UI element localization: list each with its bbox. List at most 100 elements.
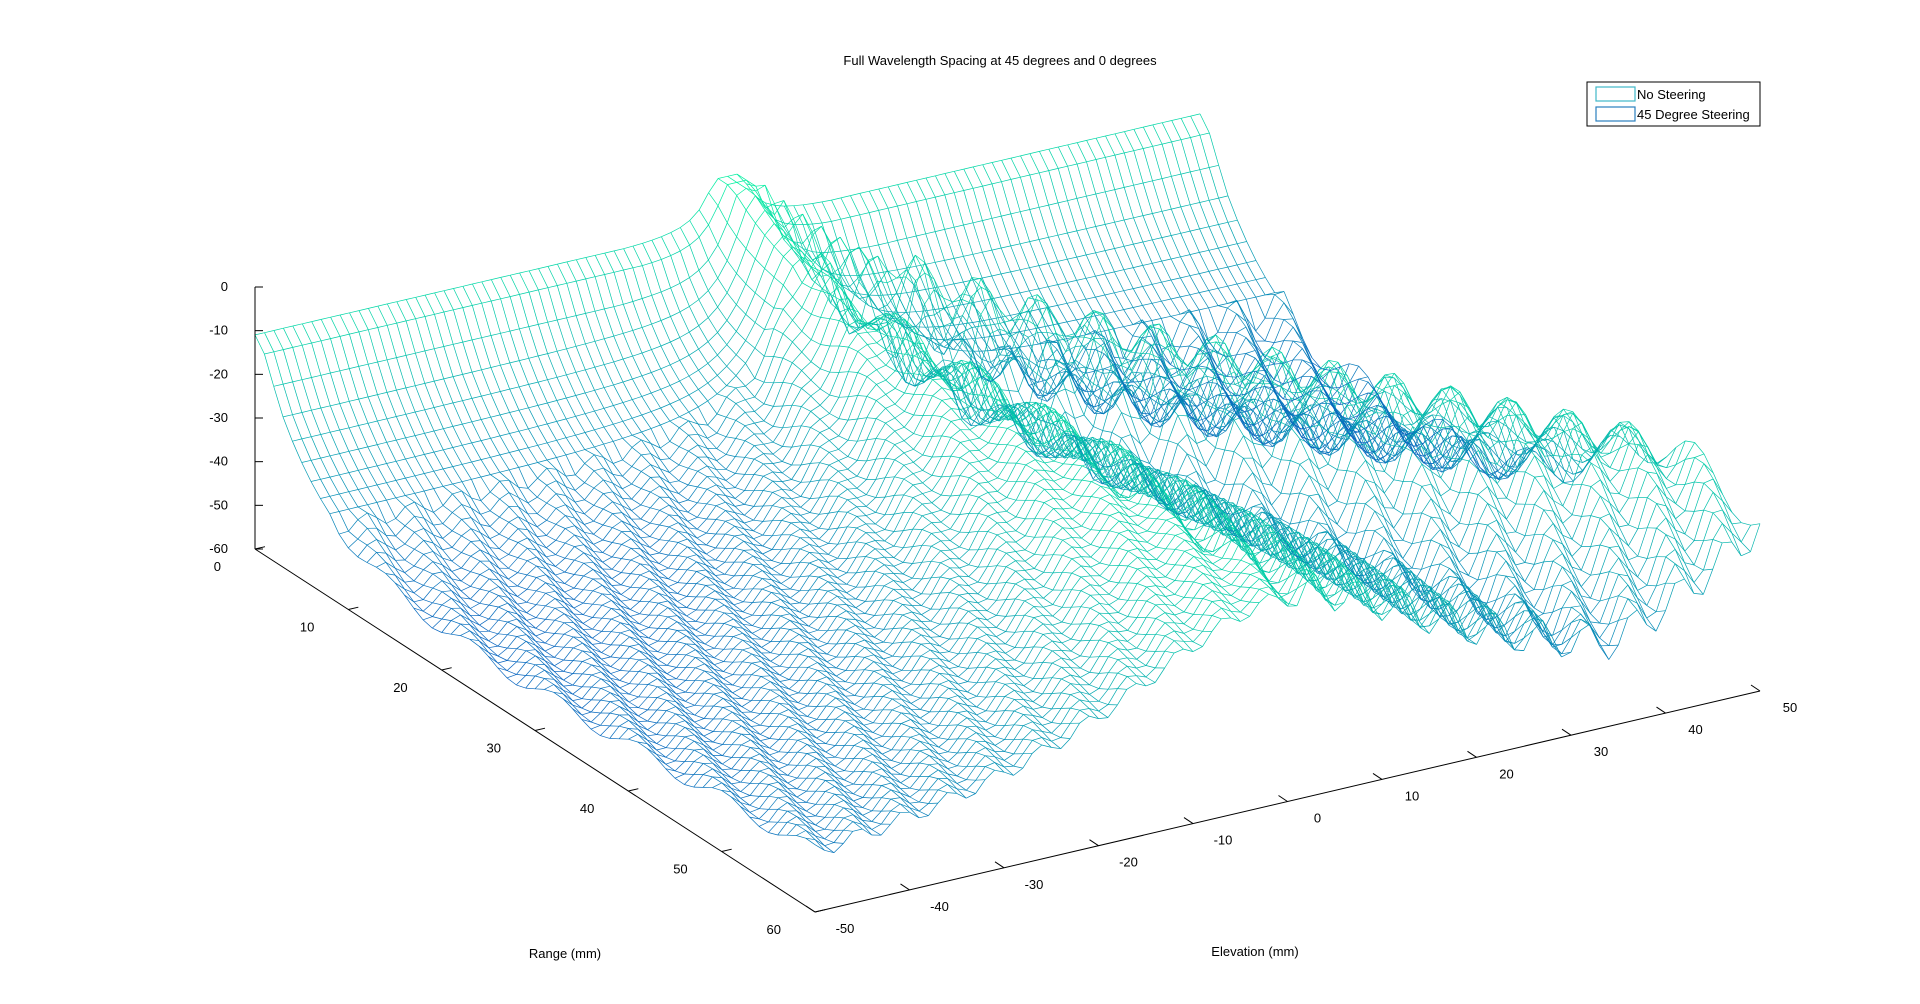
mesh-segment [698,317,709,326]
mesh-segment [538,321,548,325]
mesh-segment [452,423,463,427]
mesh-segment [509,360,520,364]
mesh-segment [952,293,963,303]
mesh-segment [499,479,510,482]
mesh-segment [471,459,482,463]
mesh-segment [453,307,463,311]
mesh-segment [311,340,322,344]
mesh-segment [745,378,756,387]
mesh-segment [897,292,907,295]
mesh-segment [556,397,567,401]
mesh-segment [1029,309,1039,312]
mesh-segment [773,308,784,329]
mesh-segment [943,337,954,342]
mesh-segment [746,188,756,192]
mesh-segment [1190,169,1200,173]
mesh-segment [888,205,898,209]
mesh-segment [509,386,520,390]
mesh-segment [367,465,378,469]
mesh-segment [547,319,558,323]
mesh-segment [613,381,624,386]
mesh-segment [527,547,537,551]
mesh-segment [935,194,945,198]
mesh-segment [632,298,643,302]
mesh-segment [584,454,595,464]
mesh-segment [481,279,492,283]
mesh-segment [716,396,727,415]
mesh-segment [1209,197,1219,201]
mesh-segment [831,197,841,201]
mesh-segment [640,507,651,520]
mesh-segment [924,272,935,315]
mesh-segment [1264,363,1275,367]
mesh-segment [819,372,831,390]
mesh-segment [404,531,415,545]
mesh-segment [931,521,942,523]
mesh-segment [811,269,822,280]
mesh-segment [490,391,501,395]
mesh-segment [442,564,452,572]
mesh-segment [557,317,567,321]
mesh-segment [404,565,415,573]
mesh-segment [546,493,557,504]
mesh-segment [754,356,765,379]
mesh-segment [840,195,851,199]
mesh-segment [1047,323,1058,327]
mesh-segment [471,476,481,480]
mesh-segment [349,366,359,369]
mesh-segment [376,539,387,546]
mesh-segment [339,450,349,454]
mesh-segment [1039,204,1049,208]
mesh-segment [585,366,595,371]
mesh-segment [404,580,415,583]
mesh-segment [660,287,671,293]
mesh-segment [725,438,736,455]
mesh-segment [603,479,613,484]
mesh-segment [680,220,690,228]
mesh-segment [991,215,1002,219]
mesh-segment [593,539,604,545]
mesh-segment [585,254,596,258]
mesh-segment [1237,241,1247,245]
mesh-segment [471,440,482,444]
mesh-segment [283,325,293,329]
mesh-segment [604,335,614,340]
mesh-segment [850,193,860,196]
mesh-segment [508,542,519,555]
mesh-segment [1037,339,1049,362]
mesh-segment [536,520,547,528]
mesh-segment [943,359,953,362]
mesh-segment [1038,286,1049,290]
mesh-segment [1123,335,1134,359]
mesh-segment [546,457,557,461]
mesh-segment [934,307,945,310]
mesh-segment [603,457,614,464]
mesh-segment [960,418,970,420]
mesh-segment [367,484,378,488]
mesh-segment [764,185,775,204]
mesh-segment [628,706,639,709]
mesh-segment [839,267,851,287]
mesh-segment [338,530,349,535]
mesh-segment [811,252,822,268]
mesh-segment [744,445,755,458]
mesh-segment [406,318,416,322]
mesh-segment [1114,269,1124,273]
mesh-segment [357,504,368,508]
mesh-segment [594,308,605,312]
mesh-segment [395,567,405,574]
mesh-segment [612,520,623,528]
mesh-segment [660,385,671,390]
mesh-segment [583,538,594,545]
mesh-segment [1113,356,1124,359]
mesh-segment [1170,313,1181,317]
mesh-segment [858,276,869,297]
mesh-segment [754,403,765,412]
mesh-segment [536,549,547,558]
mesh-segment [1076,334,1086,338]
mesh-segment [679,411,689,418]
mesh-segment [821,251,832,253]
mesh-segment [1311,362,1322,369]
mesh-segment [850,248,860,251]
